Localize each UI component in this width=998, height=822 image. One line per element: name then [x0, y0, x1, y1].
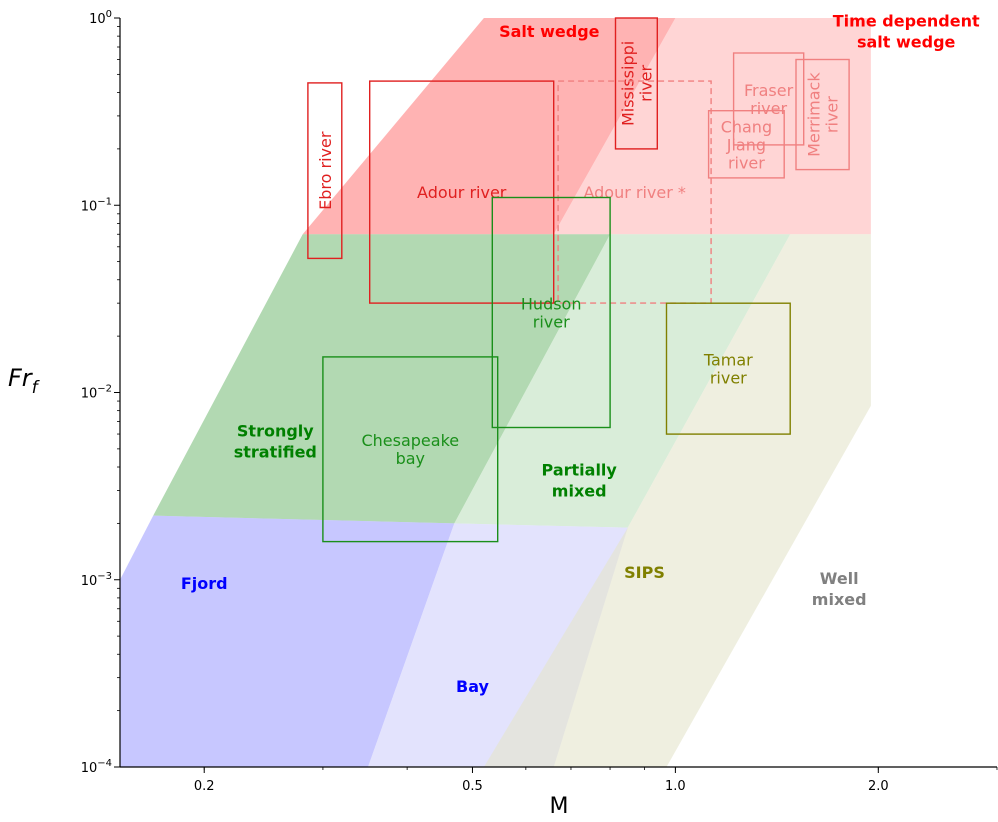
region-label-bay: Bay [456, 677, 490, 696]
y-tick-label: 10−4 [81, 758, 112, 776]
y-tick-label: 10−1 [81, 196, 112, 214]
estuary-label-adour-river: Adour river * [583, 183, 685, 202]
region-label-salt-wedge: Salt wedge [499, 22, 600, 41]
y-axis-label-main: Fr [8, 364, 34, 392]
y-tick-label: 10−3 [81, 571, 112, 589]
x-axis-label: M [550, 794, 569, 819]
x-tick-label: 1.0 [665, 779, 686, 794]
estuary-label-fraser-river: Fraser river [744, 81, 794, 118]
estuary-label-ebro-river: Ebro river [316, 131, 335, 210]
x-tick-label: 0.5 [462, 779, 483, 794]
y-tick-label: 10−2 [81, 384, 112, 402]
x-tick-label: 0.2 [194, 779, 215, 794]
x-tick-label: 2.0 [868, 779, 889, 794]
region-label-fjord: Fjord [181, 574, 228, 593]
y-tick-label: 100 [89, 9, 112, 27]
y-axis-label: Frf [8, 364, 41, 398]
estuary-label-tamar-river: Tamar river [703, 351, 753, 388]
estuary-label-adour-river: Adour river [417, 183, 507, 202]
estuary-label-chang-jiang-river: Chang Jiang river [721, 117, 772, 172]
region-label-well-mixed: Well mixed [812, 569, 867, 609]
region-label-sips: SIPS [624, 563, 665, 582]
y-axis-label-subscript: f [32, 378, 41, 398]
